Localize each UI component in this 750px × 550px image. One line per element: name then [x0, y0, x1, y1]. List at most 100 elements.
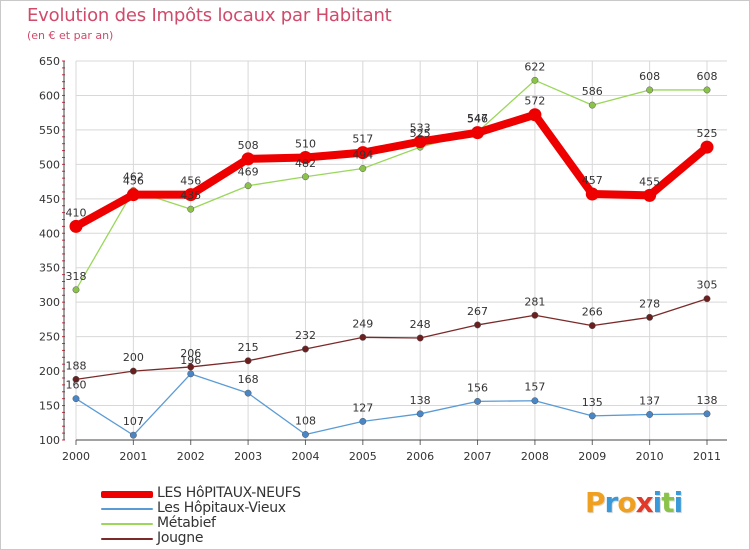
y-tick-label: 650 [39, 55, 60, 68]
data-point [531, 76, 539, 84]
y-tick-label: 350 [39, 262, 60, 275]
logo-letter: i [673, 486, 684, 519]
legend-label-metabief: Métabief [157, 515, 216, 531]
y-tick-label: 200 [39, 365, 60, 378]
data-point [129, 367, 137, 375]
y-tick-label: 400 [39, 227, 60, 240]
y-tick-label: 150 [39, 400, 60, 413]
data-label: 138 [697, 394, 718, 407]
x-tick-label: 2002 [177, 450, 205, 463]
y-tick-label: 500 [39, 158, 60, 171]
x-tick-label: 2001 [119, 450, 147, 463]
data-label: 157 [524, 381, 545, 394]
data-point [416, 334, 424, 342]
y-tick-label: 250 [39, 331, 60, 344]
y-tick-label: 450 [39, 193, 60, 206]
data-label: 494 [352, 148, 373, 161]
data-label: 305 [697, 279, 718, 292]
x-tick-label: 2008 [521, 450, 549, 463]
data-point [72, 286, 80, 294]
x-tick-label: 2003 [234, 450, 262, 463]
data-label: 525 [697, 127, 718, 140]
data-point [241, 152, 255, 166]
data-label: 156 [467, 381, 488, 394]
data-label: 546 [467, 113, 488, 126]
logo-letter: r [604, 486, 619, 519]
data-point [359, 165, 367, 172]
data-point [588, 101, 596, 109]
data-point [302, 431, 309, 438]
data-label: 410 [66, 206, 87, 219]
data-label: 168 [238, 373, 259, 386]
data-point [471, 126, 485, 140]
data-label: 586 [582, 85, 603, 98]
data-label: 267 [467, 305, 488, 318]
data-point [585, 187, 599, 201]
data-label: 137 [639, 395, 660, 408]
data-point [72, 395, 80, 403]
data-point [244, 182, 252, 190]
data-label: 108 [295, 414, 316, 427]
logo-letter: i [652, 486, 663, 519]
data-label: 572 [524, 95, 545, 108]
x-tick-label: 2005 [349, 450, 377, 463]
data-point [413, 135, 427, 149]
data-label: 266 [582, 306, 603, 319]
data-point [531, 397, 539, 405]
data-label: 517 [352, 133, 373, 146]
data-point [129, 431, 137, 439]
y-tick-label: 300 [39, 296, 60, 309]
data-point [302, 345, 309, 353]
data-label: 107 [123, 415, 144, 428]
data-point [187, 205, 195, 213]
data-label: 232 [295, 329, 316, 342]
data-point [588, 412, 596, 420]
logo-letter: x [635, 486, 654, 519]
legend-swatch-metabief [101, 523, 153, 525]
data-label: 248 [410, 318, 431, 331]
data-point [302, 173, 309, 181]
data-point [643, 188, 657, 202]
data-label: 188 [66, 359, 87, 372]
data-label: 278 [639, 297, 660, 310]
data-point [416, 410, 424, 418]
data-point [703, 410, 711, 418]
data-label: 196 [180, 354, 201, 367]
logo-letter: o [617, 486, 636, 519]
data-label: 608 [639, 70, 660, 83]
data-label: 462 [123, 171, 144, 184]
plot-area [76, 61, 707, 440]
data-point [184, 188, 198, 202]
data-label: 456 [180, 175, 201, 188]
proxiti-logo: Proxiti [585, 486, 684, 519]
data-point [359, 333, 367, 341]
data-point [474, 397, 481, 405]
data-label: 127 [352, 401, 373, 414]
data-label: 249 [352, 317, 373, 330]
data-point [244, 357, 252, 365]
data-label: 435 [180, 189, 201, 202]
data-label: 138 [410, 394, 431, 407]
chart-title: Evolution des Impôts locaux par Habitant [27, 5, 392, 26]
data-point [531, 311, 539, 319]
legend-swatch-jougne [101, 538, 153, 540]
y-tick-label: 100 [39, 434, 60, 447]
data-label: 200 [123, 351, 144, 364]
data-label: 206 [180, 347, 201, 360]
x-tick-label: 2000 [62, 450, 90, 463]
data-point [703, 86, 711, 94]
legend-label-jougne: Jougne [157, 530, 204, 546]
data-point [187, 363, 195, 371]
data-point [69, 219, 83, 233]
data-point [646, 313, 654, 321]
y-tick-label: 600 [39, 89, 60, 102]
data-label: 525 [410, 127, 431, 140]
chart-subtitle: (en € et par an) [27, 29, 114, 42]
data-label: 318 [66, 270, 87, 283]
data-point [187, 370, 195, 378]
data-point [126, 188, 140, 202]
data-label: 508 [238, 139, 259, 152]
data-label: 457 [582, 174, 603, 187]
